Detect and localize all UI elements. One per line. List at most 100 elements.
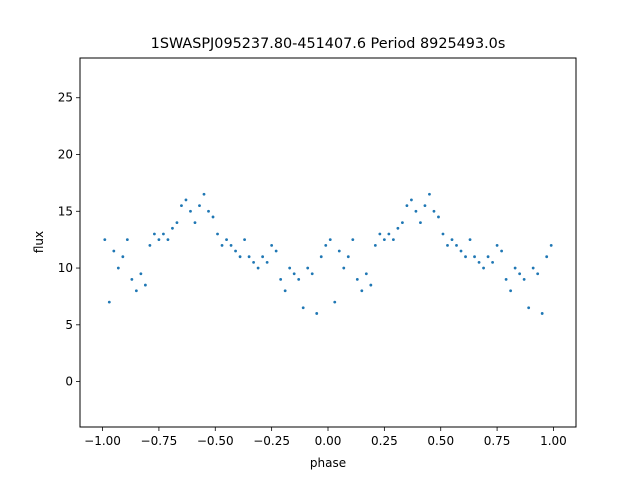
data-point xyxy=(261,255,265,259)
data-point xyxy=(198,204,201,208)
data-point xyxy=(428,192,431,196)
data-point xyxy=(184,198,188,202)
y-axis-label: flux xyxy=(32,231,46,253)
data-point xyxy=(292,272,296,276)
data-point xyxy=(531,266,535,270)
x-tick-label: 0.25 xyxy=(371,434,398,448)
data-point xyxy=(252,260,256,264)
data-point xyxy=(148,243,152,247)
data-point xyxy=(153,232,156,236)
data-point xyxy=(216,232,219,236)
y-axis-ticks: 0 5 10 15 20 25 xyxy=(58,91,80,389)
data-point xyxy=(527,306,531,310)
data-point xyxy=(459,249,463,253)
data-point xyxy=(401,221,404,225)
data-point xyxy=(220,243,224,247)
y-tick-label: 0 xyxy=(65,375,73,389)
data-point xyxy=(351,238,355,242)
data-point xyxy=(396,226,400,230)
data-point xyxy=(369,283,373,287)
data-point xyxy=(234,249,237,253)
data-point xyxy=(437,215,440,219)
data-point xyxy=(342,266,346,270)
data-point xyxy=(446,243,449,247)
data-point xyxy=(283,289,287,293)
data-point xyxy=(423,204,427,208)
data-point xyxy=(134,289,138,293)
data-point xyxy=(364,272,368,276)
data-point xyxy=(171,226,174,230)
data-point xyxy=(549,243,553,247)
y-tick-label: 25 xyxy=(58,91,73,105)
x-tick-label: −0.25 xyxy=(253,434,290,448)
data-point xyxy=(346,255,350,259)
data-point xyxy=(306,266,310,270)
data-point xyxy=(143,283,147,287)
data-point xyxy=(473,255,476,259)
x-axis-label: phase xyxy=(310,456,346,470)
data-point xyxy=(256,266,260,270)
data-point xyxy=(279,278,283,281)
data-point xyxy=(495,243,499,247)
data-point xyxy=(288,266,292,270)
data-point xyxy=(193,221,197,225)
data-point xyxy=(378,232,382,236)
data-point xyxy=(107,300,111,304)
data-point xyxy=(207,209,210,213)
data-point xyxy=(202,192,206,196)
data-point xyxy=(414,209,418,213)
data-point xyxy=(297,278,301,281)
data-point xyxy=(545,255,549,259)
x-axis-ticks: −1.00 −0.75 −0.50 −0.25 0.00 0.25 0.50 0.75 1.00 xyxy=(84,427,567,448)
data-point xyxy=(225,238,228,242)
x-tick-label: −0.75 xyxy=(141,434,178,448)
data-point xyxy=(441,232,445,236)
data-point xyxy=(432,209,436,213)
data-point xyxy=(387,232,391,236)
data-point xyxy=(247,255,251,259)
chart-title: 1SWASPJ095237.80-451407.6 Period 8925493… xyxy=(151,36,506,52)
data-point xyxy=(504,278,508,281)
data-point xyxy=(337,249,341,253)
data-point xyxy=(509,289,513,293)
data-point xyxy=(468,238,472,242)
data-point xyxy=(333,300,337,304)
data-point xyxy=(450,238,454,242)
data-point xyxy=(391,238,395,242)
data-point xyxy=(518,272,522,276)
x-tick-label: 0.00 xyxy=(315,434,342,448)
data-point xyxy=(265,260,269,264)
data-point xyxy=(355,278,359,281)
data-point xyxy=(477,260,481,264)
x-tick-label: −0.50 xyxy=(197,434,234,448)
data-point xyxy=(419,221,422,225)
data-point xyxy=(491,260,494,264)
data-point xyxy=(373,243,377,247)
data-point xyxy=(500,249,503,253)
data-point xyxy=(513,266,517,270)
y-tick-label: 20 xyxy=(58,148,73,162)
data-point xyxy=(301,306,305,310)
data-point xyxy=(310,272,314,276)
data-point xyxy=(324,243,328,247)
data-point xyxy=(405,204,409,208)
y-tick-label: 5 xyxy=(65,318,73,332)
data-point xyxy=(360,289,364,293)
data-point xyxy=(125,238,129,242)
data-point xyxy=(180,204,183,208)
data-point xyxy=(211,215,215,219)
data-point xyxy=(486,255,490,259)
data-point xyxy=(121,255,125,259)
data-point xyxy=(189,209,192,213)
data-point xyxy=(157,238,161,242)
x-tick-label: −1.00 xyxy=(84,434,121,448)
data-point xyxy=(464,255,467,259)
data-point xyxy=(319,255,323,259)
data-point xyxy=(328,238,332,242)
data-point xyxy=(130,278,134,281)
data-point xyxy=(162,232,165,236)
data-points xyxy=(103,192,553,315)
data-point xyxy=(238,255,242,259)
